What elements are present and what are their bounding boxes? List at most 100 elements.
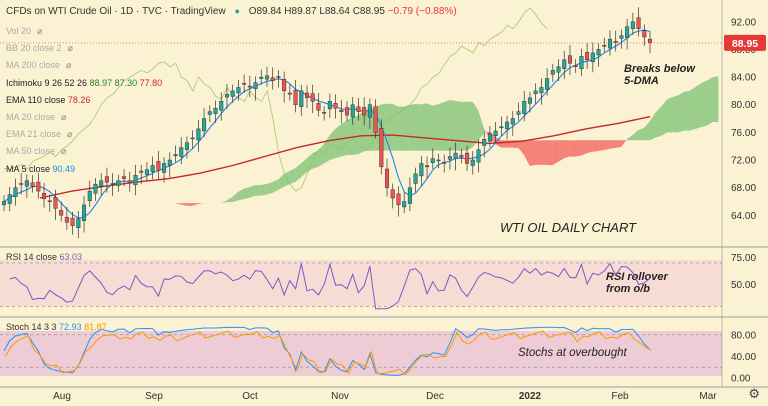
candle-up[interactable] (367, 104, 372, 118)
candle-up[interactable] (470, 159, 475, 166)
candle-down[interactable] (465, 152, 470, 164)
candle-up[interactable] (522, 101, 527, 114)
candle-down[interactable] (390, 189, 395, 199)
candle-up[interactable] (87, 190, 92, 201)
candle-down[interactable] (293, 90, 298, 105)
candle-up[interactable] (527, 97, 532, 104)
indicator-legend[interactable]: BB 20 close 2 ⌀ (6, 43, 73, 54)
candle-up[interactable] (184, 142, 189, 150)
indicator-legend[interactable]: MA 20 close ⌀ (6, 112, 66, 123)
candle-up[interactable] (579, 56, 584, 69)
indicator-legend[interactable]: Ichimoku 9 26 52 26 88.97 87.30 77.80 (6, 78, 162, 88)
candle-up[interactable] (402, 201, 407, 208)
candle-down[interactable] (345, 107, 350, 116)
candle-down[interactable] (304, 92, 309, 99)
candle-down[interactable] (373, 106, 378, 133)
candle-up[interactable] (487, 133, 492, 142)
candle-down[interactable] (47, 200, 52, 202)
indicator-legend[interactable]: EMA 110 close 78.26 (6, 95, 90, 105)
candle-down[interactable] (585, 52, 590, 61)
candle-up[interactable] (110, 183, 115, 185)
indicator-legend[interactable]: EMA 21 close ⌀ (6, 129, 72, 140)
candle-up[interactable] (264, 75, 269, 80)
hidden-eye-icon[interactable]: ⌀ (67, 129, 73, 140)
candle-up[interactable] (505, 121, 510, 130)
candle-up[interactable] (516, 111, 521, 115)
candle-up[interactable] (630, 21, 635, 29)
candle-up[interactable] (562, 59, 567, 69)
candle-up[interactable] (213, 107, 218, 114)
settings-gear-icon[interactable]: ⚙ (748, 386, 760, 401)
candle-up[interactable] (162, 163, 167, 173)
last-price-tag[interactable] (724, 34, 766, 51)
candle-up[interactable] (539, 87, 544, 94)
candle-down[interactable] (425, 165, 430, 168)
candle-up[interactable] (556, 66, 561, 73)
candle-down[interactable] (602, 45, 607, 47)
candle-up[interactable] (299, 90, 304, 107)
candle-up[interactable] (499, 126, 504, 129)
candle-up[interactable] (24, 180, 29, 187)
candle-up[interactable] (196, 128, 201, 141)
indicator-legend[interactable]: Vol 20 ⌀ (6, 26, 42, 37)
candle-down[interactable] (362, 107, 367, 116)
candle-up[interactable] (436, 159, 441, 162)
candle-up[interactable] (93, 183, 98, 194)
candle-down[interactable] (567, 55, 572, 64)
candle-down[interactable] (642, 30, 647, 38)
candle-down[interactable] (356, 106, 361, 112)
candle-down[interactable] (139, 170, 144, 173)
candle-up[interactable] (625, 26, 630, 38)
candle-up[interactable] (76, 218, 81, 228)
stoch-legend[interactable]: Stoch 14 3 3 72.93 81.87 (6, 322, 107, 332)
candle-down[interactable] (127, 180, 132, 184)
candle-up[interactable] (533, 90, 538, 94)
indicator-legend[interactable]: MA 5 close 90.49 (6, 164, 75, 174)
candle-up[interactable] (493, 130, 498, 137)
candle-up[interactable] (327, 101, 332, 110)
candle-down[interactable] (339, 110, 344, 112)
candle-down[interactable] (322, 112, 327, 114)
hidden-eye-icon[interactable]: ⌀ (67, 43, 73, 54)
candle-down[interactable] (310, 93, 315, 102)
candle-down[interactable] (30, 182, 35, 187)
candle-up[interactable] (202, 118, 207, 132)
candle-down[interactable] (70, 217, 75, 226)
candle-down[interactable] (270, 77, 275, 81)
candle-down[interactable] (379, 128, 384, 168)
candle-down[interactable] (19, 183, 24, 185)
candle-down[interactable] (648, 38, 653, 44)
candle-down[interactable] (36, 181, 41, 192)
candle-up[interactable] (167, 159, 172, 166)
candle-down[interactable] (333, 103, 338, 109)
candle-down[interactable] (104, 176, 109, 183)
candle-down[interactable] (122, 176, 127, 179)
candle-down[interactable] (442, 161, 447, 164)
candle-down[interactable] (53, 197, 58, 209)
candle-up[interactable] (13, 187, 18, 197)
candle-up[interactable] (99, 180, 104, 187)
candle-up[interactable] (144, 169, 149, 175)
candle-up[interactable] (259, 76, 264, 79)
candle-down[interactable] (276, 76, 281, 78)
candle-up[interactable] (607, 38, 612, 49)
indicator-legend[interactable]: MA 200 close ⌀ (6, 60, 71, 71)
candle-up[interactable] (596, 49, 601, 56)
candle-up[interactable] (430, 158, 435, 163)
candle-up[interactable] (82, 204, 87, 221)
candle-up[interactable] (407, 187, 412, 204)
candle-up[interactable] (207, 111, 212, 115)
candle-down[interactable] (64, 217, 69, 223)
candle-down[interactable] (459, 154, 464, 158)
candle-down[interactable] (42, 192, 47, 199)
candle-down[interactable] (636, 17, 641, 29)
symbol-title[interactable]: CFDs on WTI Crude Oil · 1D · TVC · Tradi… (6, 6, 226, 17)
candle-down[interactable] (396, 193, 401, 206)
candle-down[interactable] (247, 85, 252, 88)
candle-up[interactable] (224, 94, 229, 98)
candle-up[interactable] (190, 137, 195, 140)
candle-up[interactable] (2, 201, 6, 206)
candle-down[interactable] (287, 92, 292, 95)
candle-down[interactable] (573, 65, 578, 67)
hidden-eye-icon[interactable]: ⌀ (61, 112, 67, 122)
